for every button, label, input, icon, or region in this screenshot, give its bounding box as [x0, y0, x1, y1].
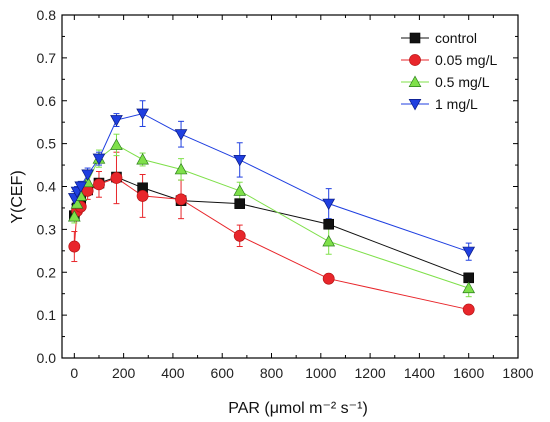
series-line [73, 113, 469, 253]
series-line [73, 144, 469, 289]
data-point [462, 246, 476, 259]
error-bars [71, 100, 472, 313]
data-point [136, 153, 149, 165]
data-point [234, 198, 246, 209]
legend: control 0.05 mg/L 0.5 mg/L 1 mg/L [401, 30, 497, 112]
y-tick-label: 0.2 [37, 264, 57, 280]
data-point [323, 218, 334, 230]
data-point [322, 272, 335, 285]
data-point [322, 234, 336, 247]
data-point [93, 178, 105, 191]
y-tick-label: 0.8 [37, 7, 57, 23]
data-point [233, 184, 247, 196]
y-axis-title: Y(CEF) [9, 170, 26, 223]
data-point [74, 181, 88, 193]
y-tick-label: 0.3 [37, 221, 57, 237]
data-point [68, 240, 81, 253]
data-point [81, 169, 94, 181]
x-tick-label: 1800 [502, 365, 533, 381]
data-point [233, 154, 247, 167]
data-point [463, 272, 475, 284]
legend-label: 1 mg/L [435, 96, 478, 112]
legend-label: 0.5 mg/L [435, 74, 490, 90]
data-point [136, 190, 149, 202]
x-tick-label: 1200 [355, 365, 386, 381]
data-point [110, 115, 123, 127]
legend-marker [409, 54, 421, 66]
data-point [110, 138, 123, 150]
y-tick-label: 0.5 [37, 136, 57, 152]
series-line [73, 177, 469, 311]
x-tick-label: 0 [70, 365, 78, 381]
x-tick-label: 400 [161, 365, 185, 381]
data-point [233, 229, 246, 242]
legend-marker [409, 32, 421, 44]
y-tick-label: 0.7 [37, 50, 57, 66]
axis-ticks: 0 200 400 600 800 1000 1200 1400 1600 1800 0.0 0.1 0… [37, 7, 534, 381]
legend-label: 0.05 mg/L [435, 52, 497, 68]
x-tick-label: 600 [211, 365, 235, 381]
data-point [92, 153, 106, 166]
x-tick-label: 1400 [404, 365, 435, 381]
data-point [174, 129, 188, 141]
y-tick-label: 0.0 [37, 350, 57, 366]
data-points [67, 108, 476, 316]
x-tick-label: 200 [112, 365, 136, 381]
legend-label: control [435, 30, 477, 46]
x-tick-label: 1600 [453, 365, 484, 381]
data-point [174, 162, 188, 175]
x-tick-label: 1000 [305, 365, 336, 381]
x-tick-label: 800 [260, 365, 284, 381]
data-point [67, 210, 81, 222]
y-tick-label: 0.4 [37, 179, 57, 195]
data-point [175, 193, 187, 206]
series-lines [73, 113, 469, 311]
legend-marker [408, 75, 422, 87]
data-point [462, 281, 476, 294]
series-line [73, 176, 469, 279]
data-point [462, 303, 475, 316]
legend-marker [408, 99, 422, 111]
x-axis-title: PAR (μmol m⁻² s⁻¹) [228, 400, 368, 417]
data-point [110, 172, 123, 184]
y-tick-label: 0.1 [37, 307, 57, 323]
y-tick-label: 0.6 [37, 93, 57, 109]
data-point [136, 108, 149, 121]
data-point [322, 198, 336, 211]
